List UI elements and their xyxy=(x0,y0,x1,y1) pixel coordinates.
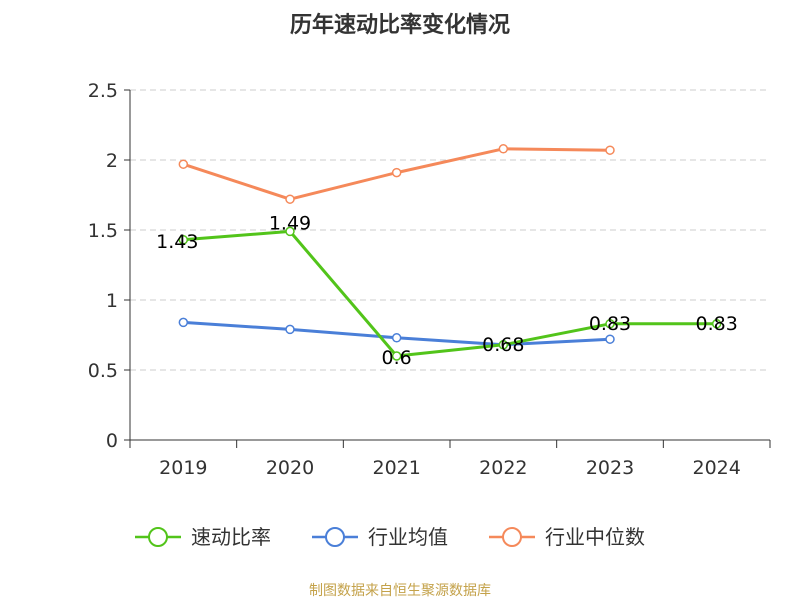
y-tick-label: 0.5 xyxy=(88,360,118,382)
y-tick-label: 0 xyxy=(106,430,118,452)
legend[interactable]: 速动比率 行业均值 行业中位数 xyxy=(135,525,645,549)
y-tick-label: 2 xyxy=(106,150,118,172)
axes: 0 0.5 1 1.5 2 2.5 2019 2020 2021 2022 2023 2024 xyxy=(88,80,771,479)
data-point xyxy=(178,235,189,245)
x-tick-label: 2021 xyxy=(372,457,420,479)
legend-marker xyxy=(502,527,522,547)
legend-item-1[interactable]: 行业均值 xyxy=(312,525,448,549)
x-tick-label: 2024 xyxy=(692,457,740,479)
data-point xyxy=(711,319,722,329)
legend-label: 速动比率 xyxy=(191,525,271,549)
data-point xyxy=(605,319,615,329)
data-point xyxy=(498,144,509,154)
data-point xyxy=(391,333,402,343)
data-point xyxy=(391,351,402,361)
legend-marker xyxy=(148,527,168,547)
y-tick-label: 1 xyxy=(106,290,118,312)
legend-marker xyxy=(325,527,345,547)
grid-lines xyxy=(130,89,770,371)
data-point xyxy=(178,317,189,328)
data-label: 0.83 xyxy=(589,313,631,335)
data-label: 1.43 xyxy=(156,231,198,253)
data-labels: 1.43 1.49 0.6 0.68 0.83 0.83 xyxy=(156,212,738,369)
data-point xyxy=(285,194,295,204)
data-label: 0.83 xyxy=(696,313,738,335)
data-label: 1.49 xyxy=(269,212,311,234)
source-note: 制图数据来自恒生聚源数据库 xyxy=(309,583,491,599)
data-label: 0.68 xyxy=(482,334,524,356)
data-point xyxy=(605,145,615,155)
y-tick-label: 1.5 xyxy=(88,220,118,242)
x-tick-label: 2023 xyxy=(586,457,634,479)
legend-item-2[interactable]: 行业中位数 xyxy=(489,525,645,549)
legend-label: 行业均值 xyxy=(368,525,448,549)
data-point xyxy=(391,167,402,178)
series-layer xyxy=(178,144,722,361)
data-point xyxy=(285,324,295,335)
x-tick-label: 2019 xyxy=(159,457,207,479)
chart-title: 历年速动比率变化情况 xyxy=(290,12,510,38)
data-point xyxy=(285,226,295,237)
legend-item-0[interactable]: 速动比率 xyxy=(135,525,271,549)
x-tick-label: 2020 xyxy=(266,457,314,479)
series-line-0 xyxy=(183,229,717,358)
x-tick-label: 2022 xyxy=(479,457,527,479)
y-tick-label: 2.5 xyxy=(88,80,118,102)
data-point xyxy=(178,159,189,169)
legend-label: 行业中位数 xyxy=(545,525,645,549)
data-label: 0.6 xyxy=(382,347,412,369)
data-point xyxy=(605,334,615,344)
data-point xyxy=(498,340,509,350)
